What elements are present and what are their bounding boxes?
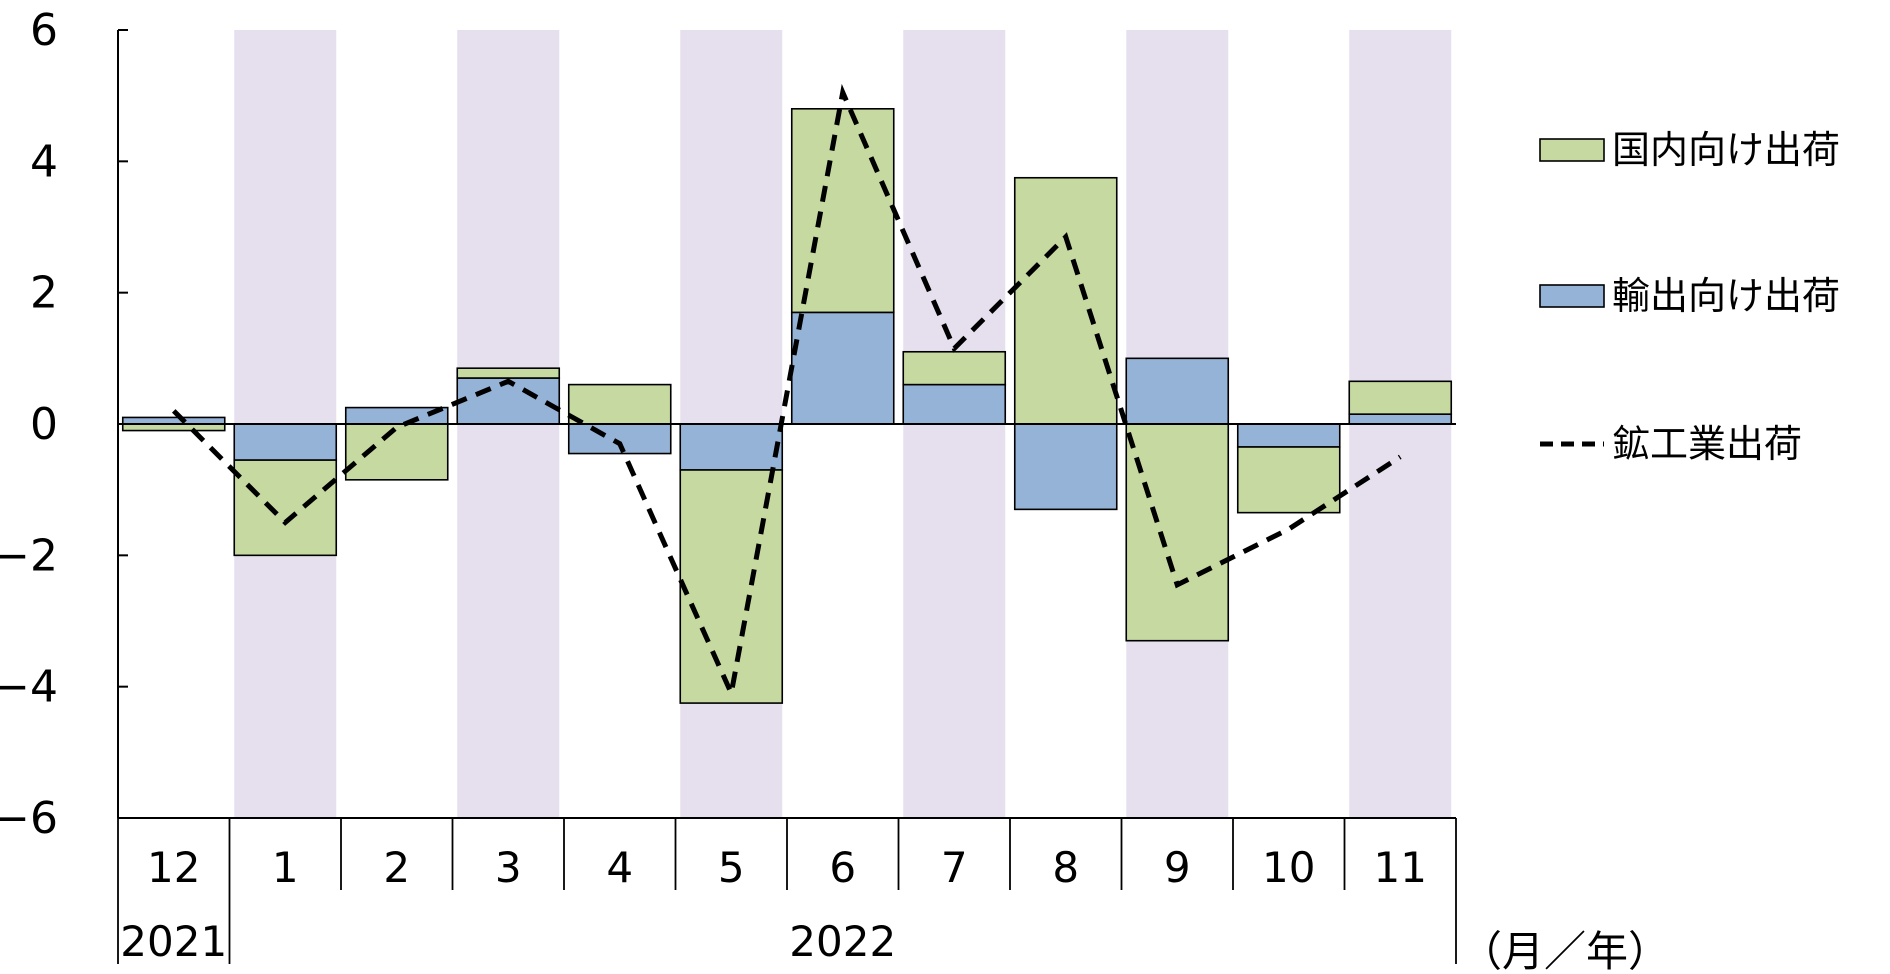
y-tick-label: 6 [30, 5, 58, 56]
x-category-label: 4 [606, 843, 633, 892]
legend-total-label: 鉱工業出荷 [1612, 422, 1802, 466]
bar-export-8 [1013, 423, 1118, 511]
bar-domestic-3 [456, 367, 561, 379]
bar-export-11 [1348, 413, 1453, 425]
y-tick-label: 2 [30, 268, 58, 319]
x-category-label: 9 [1164, 843, 1191, 892]
x-category-label: 2 [383, 843, 410, 892]
y-tick-label: −2 [0, 530, 58, 581]
bar-export-9 [1125, 357, 1230, 425]
line-mining-industry-shipments [171, 83, 1402, 702]
bar-domestic-1 [233, 459, 338, 557]
bar-domestic-4 [567, 383, 672, 425]
x-category-label: 12 [147, 843, 200, 892]
x-category-label: 5 [718, 843, 745, 892]
legend-total: 鉱工業出荷 [1540, 422, 1802, 466]
unit-label: （月／年） [1460, 927, 1670, 974]
bar-domestic-7 [902, 350, 1007, 386]
x-category-label: 6 [829, 843, 856, 892]
bar-domestic-2 [344, 423, 449, 481]
legend-domestic-label: 国内向け出荷 [1612, 128, 1840, 172]
bar-export-10 [1236, 423, 1341, 448]
bar-domestic-5 [679, 469, 784, 704]
x-category-label: 10 [1262, 843, 1315, 892]
bar-export-7 [902, 383, 1007, 425]
legend-export: 輸出向け出荷 [1539, 274, 1840, 318]
year-label: 2021 [120, 917, 227, 966]
line-series [171, 83, 1402, 702]
bar-export-5 [679, 423, 784, 471]
bar-domestic-6 [790, 108, 895, 314]
bar-export-6 [790, 311, 895, 425]
bar-domestic-8 [1013, 176, 1118, 425]
bars [121, 108, 1453, 704]
legend-domestic-swatch [1539, 138, 1605, 162]
bar-domestic-9 [1125, 423, 1230, 642]
bar-export-1 [233, 423, 338, 461]
y-tick-label: −4 [0, 662, 58, 713]
y-tick-label: 4 [30, 136, 58, 187]
legend-export-label: 輸出向け出荷 [1612, 274, 1840, 318]
bar-export-3 [456, 377, 561, 425]
x-category-label: 11 [1374, 843, 1427, 892]
bar-domestic-11 [1348, 380, 1453, 415]
x-category-label: 1 [272, 843, 299, 892]
y-axis-ticks: 6 4 2 0 −2 −4 −6 [0, 5, 128, 844]
x-category-label: 3 [495, 843, 522, 892]
y-tick-label: 0 [30, 399, 58, 450]
legend-domestic: 国内向け出荷 [1539, 128, 1840, 172]
x-category-label: 8 [1052, 843, 1079, 892]
legend-export-swatch [1539, 284, 1605, 308]
year-label: 2022 [789, 917, 896, 966]
y-tick-label: −6 [0, 793, 58, 844]
bar-domestic-10 [1236, 446, 1341, 514]
x-category-label: 7 [941, 843, 968, 892]
